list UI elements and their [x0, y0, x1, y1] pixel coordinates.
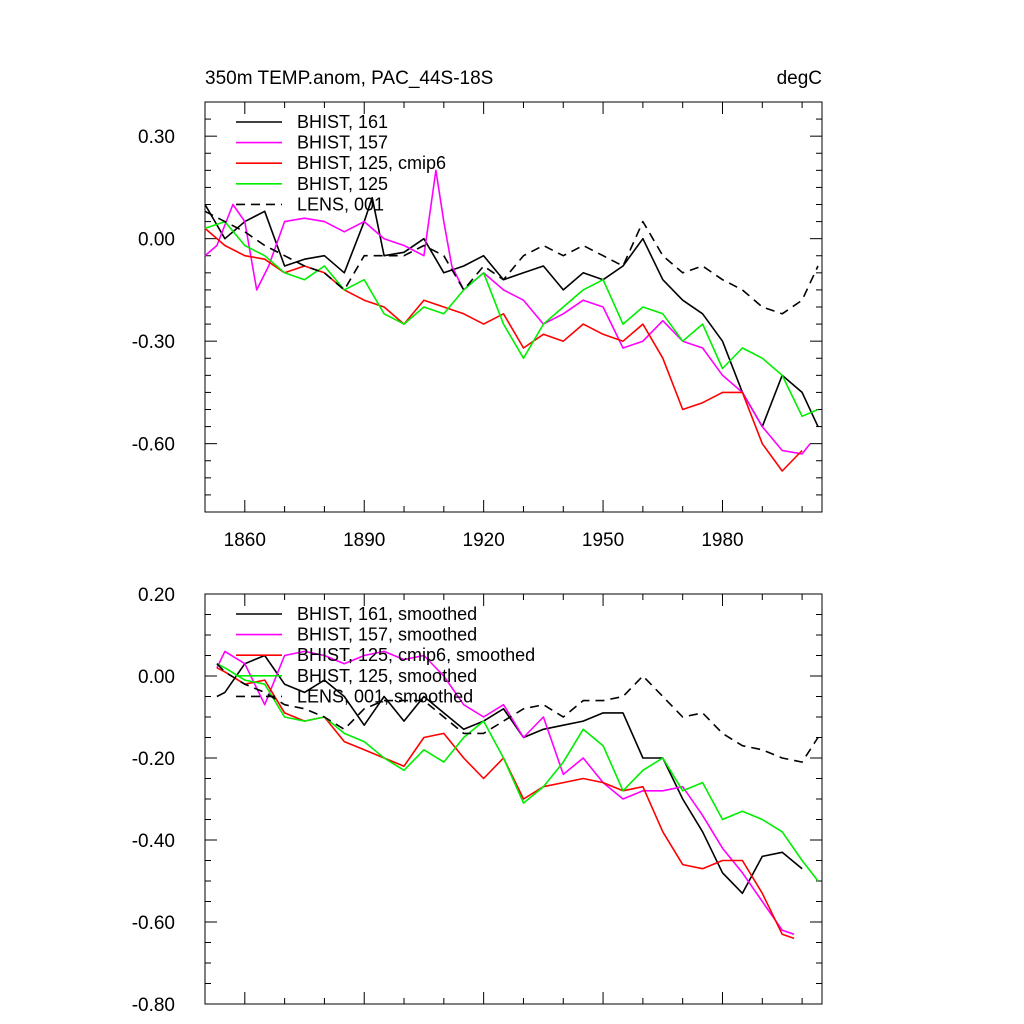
x-tick-label: 1920 — [463, 530, 505, 551]
top-axis-ticks: 1860 1890 1920 1950 1980 0.30 0.00 -0.30 -0.60 — [132, 101, 822, 551]
y-tick-label: -0.80 — [132, 995, 175, 1016]
series-line — [204, 227, 803, 472]
y-tick-label: -0.20 — [132, 749, 175, 770]
series-line — [204, 220, 819, 418]
legend-label: LENS, 001 — [297, 194, 384, 214]
top-series-group — [204, 169, 819, 472]
y-tick-label: 0.30 — [138, 127, 175, 148]
units-label: degC — [777, 68, 822, 89]
legend-label: BHIST, 125 — [297, 174, 388, 194]
y-tick-label: 0.20 — [138, 585, 175, 606]
y-tick-label: -0.30 — [132, 332, 175, 353]
legend-label: BHIST, 161, smoothed — [297, 604, 477, 624]
top-panel: 350m TEMP.anom, PAC_44S-18S degC 1860 189… — [132, 68, 823, 551]
legend-label: BHIST, 125, smoothed — [297, 666, 477, 686]
legend-label: BHIST, 157 — [297, 133, 388, 153]
series-line — [216, 654, 803, 895]
x-tick-label: 1980 — [701, 530, 743, 551]
y-tick-label: -0.60 — [132, 435, 175, 456]
bottom-series-group — [216, 650, 819, 940]
series-line — [204, 169, 811, 455]
x-tick-label: 1950 — [582, 530, 624, 551]
bottom-axis-ticks: 0.20 0.00 -0.20 -0.40 -0.60 -0.80 — [132, 585, 822, 1016]
y-tick-label: -0.40 — [132, 831, 175, 852]
series-line — [216, 663, 819, 763]
legend-label: BHIST, 157, smoothed — [297, 625, 477, 645]
y-tick-label: -0.60 — [132, 913, 175, 934]
x-tick-label: 1860 — [224, 530, 266, 551]
y-tick-label: 0.00 — [138, 230, 175, 251]
series-line — [216, 662, 819, 882]
series-line — [216, 650, 795, 936]
series-line — [204, 210, 819, 315]
y-tick-label: 0.00 — [138, 667, 175, 688]
bottom-panel: 0.20 0.00 -0.20 -0.40 -0.60 -0.80 BHIST, 161,… — [132, 585, 823, 1016]
legend-label: BHIST, 125, cmip6 — [297, 153, 446, 173]
legend-label: LENS, 001, smoothed — [297, 686, 473, 706]
x-tick-label: 1890 — [343, 530, 385, 551]
legend-label: BHIST, 125, cmip6, smoothed — [297, 645, 535, 665]
chart-title: 350m TEMP.anom, PAC_44S-18S — [205, 68, 493, 89]
legend-label: BHIST, 161 — [297, 112, 388, 132]
